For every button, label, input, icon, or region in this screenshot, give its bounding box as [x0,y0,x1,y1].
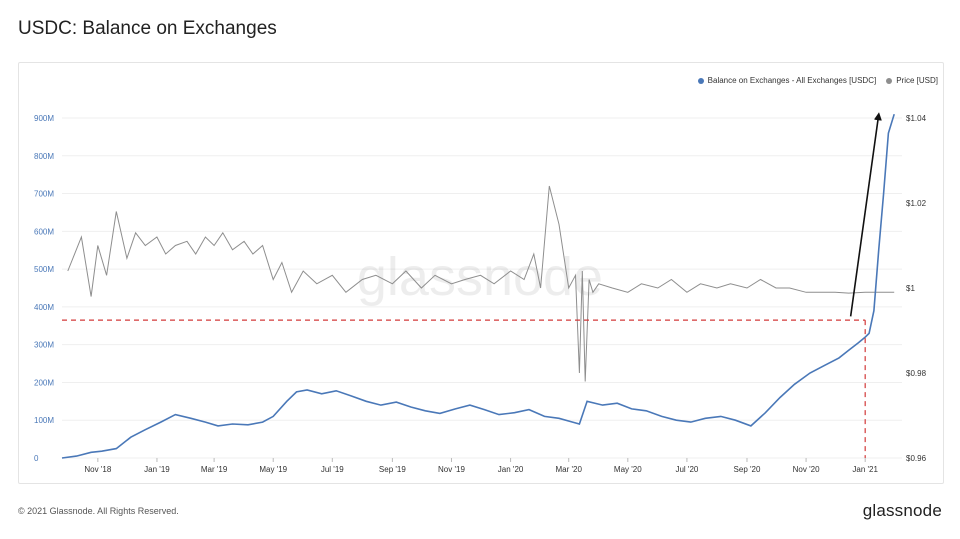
left-axis: 0 100M 200M 300M 400M 500M 600M 700M 800M 900M [34,114,54,463]
legend-swatch-price [886,77,893,84]
trend-arrow [849,112,882,317]
left-tick-label: 200M [34,378,54,387]
legend-swatch-balance [697,77,704,84]
x-tick-label: Jan '21 [852,465,878,474]
x-tick-label: Sep '19 [379,465,406,474]
legend-item-price[interactable]: Price [USD] [886,76,938,85]
watermark: glassnode [357,247,603,307]
legend-item-balance[interactable]: Balance on Exchanges - All Exchanges [US… [697,76,877,85]
series-line-balance [61,113,895,459]
page-title: USDC: Balance on Exchanges [18,18,277,39]
left-tick-label: 400M [34,303,54,312]
left-tick-label: 100M [34,416,54,425]
x-axis: Nov '18 Jan '19 Mar '19 May '19 Jul '19 Sep '… [84,458,879,474]
left-tick-label: 500M [34,265,54,274]
x-tick-label: May '19 [259,465,287,474]
x-tick-label: Mar '19 [201,465,228,474]
right-tick-label: $1 [906,284,915,293]
x-tick-label: May '20 [614,465,642,474]
annotation-layer [62,112,882,458]
x-tick-label: Jan '19 [144,465,170,474]
series-line-price [67,185,895,382]
x-tick-label: Jul '20 [675,465,698,474]
left-tick-label: 800M [34,152,54,161]
x-tick-label: Nov '20 [793,465,820,474]
chart-legend: Balance on Exchanges - All Exchanges [US… [697,76,938,85]
left-tick-label: 700M [34,190,54,199]
copyright-text: © 2021 Glassnode. All Rights Reserved. [18,506,179,516]
right-tick-label: $1.04 [906,114,927,123]
legend-label-balance: Balance on Exchanges - All Exchanges [US… [707,76,877,85]
glassnode-logo[interactable]: glassnode [862,501,942,520]
series-layer [61,113,895,459]
left-tick-label: 0 [34,454,39,463]
x-tick-label: Jan '20 [498,465,524,474]
legend-label-price: Price [USD] [896,76,938,85]
left-tick-label: 300M [34,341,54,350]
left-tick-label: 900M [34,114,54,123]
right-tick-label: $0.98 [906,369,927,378]
right-tick-label: $0.96 [906,454,927,463]
x-tick-label: Nov '18 [84,465,111,474]
chart-frame [18,62,944,484]
x-tick-label: Mar '20 [555,465,582,474]
right-tick-label: $1.02 [906,199,927,208]
x-tick-label: Nov '19 [438,465,465,474]
x-tick-label: Jul '19 [321,465,344,474]
grid-layer [62,117,902,459]
right-axis: $0.96 $0.98 $1 $1.02 $1.04 [906,114,927,463]
x-tick-label: Sep '20 [734,465,761,474]
left-tick-label: 600M [34,227,54,236]
